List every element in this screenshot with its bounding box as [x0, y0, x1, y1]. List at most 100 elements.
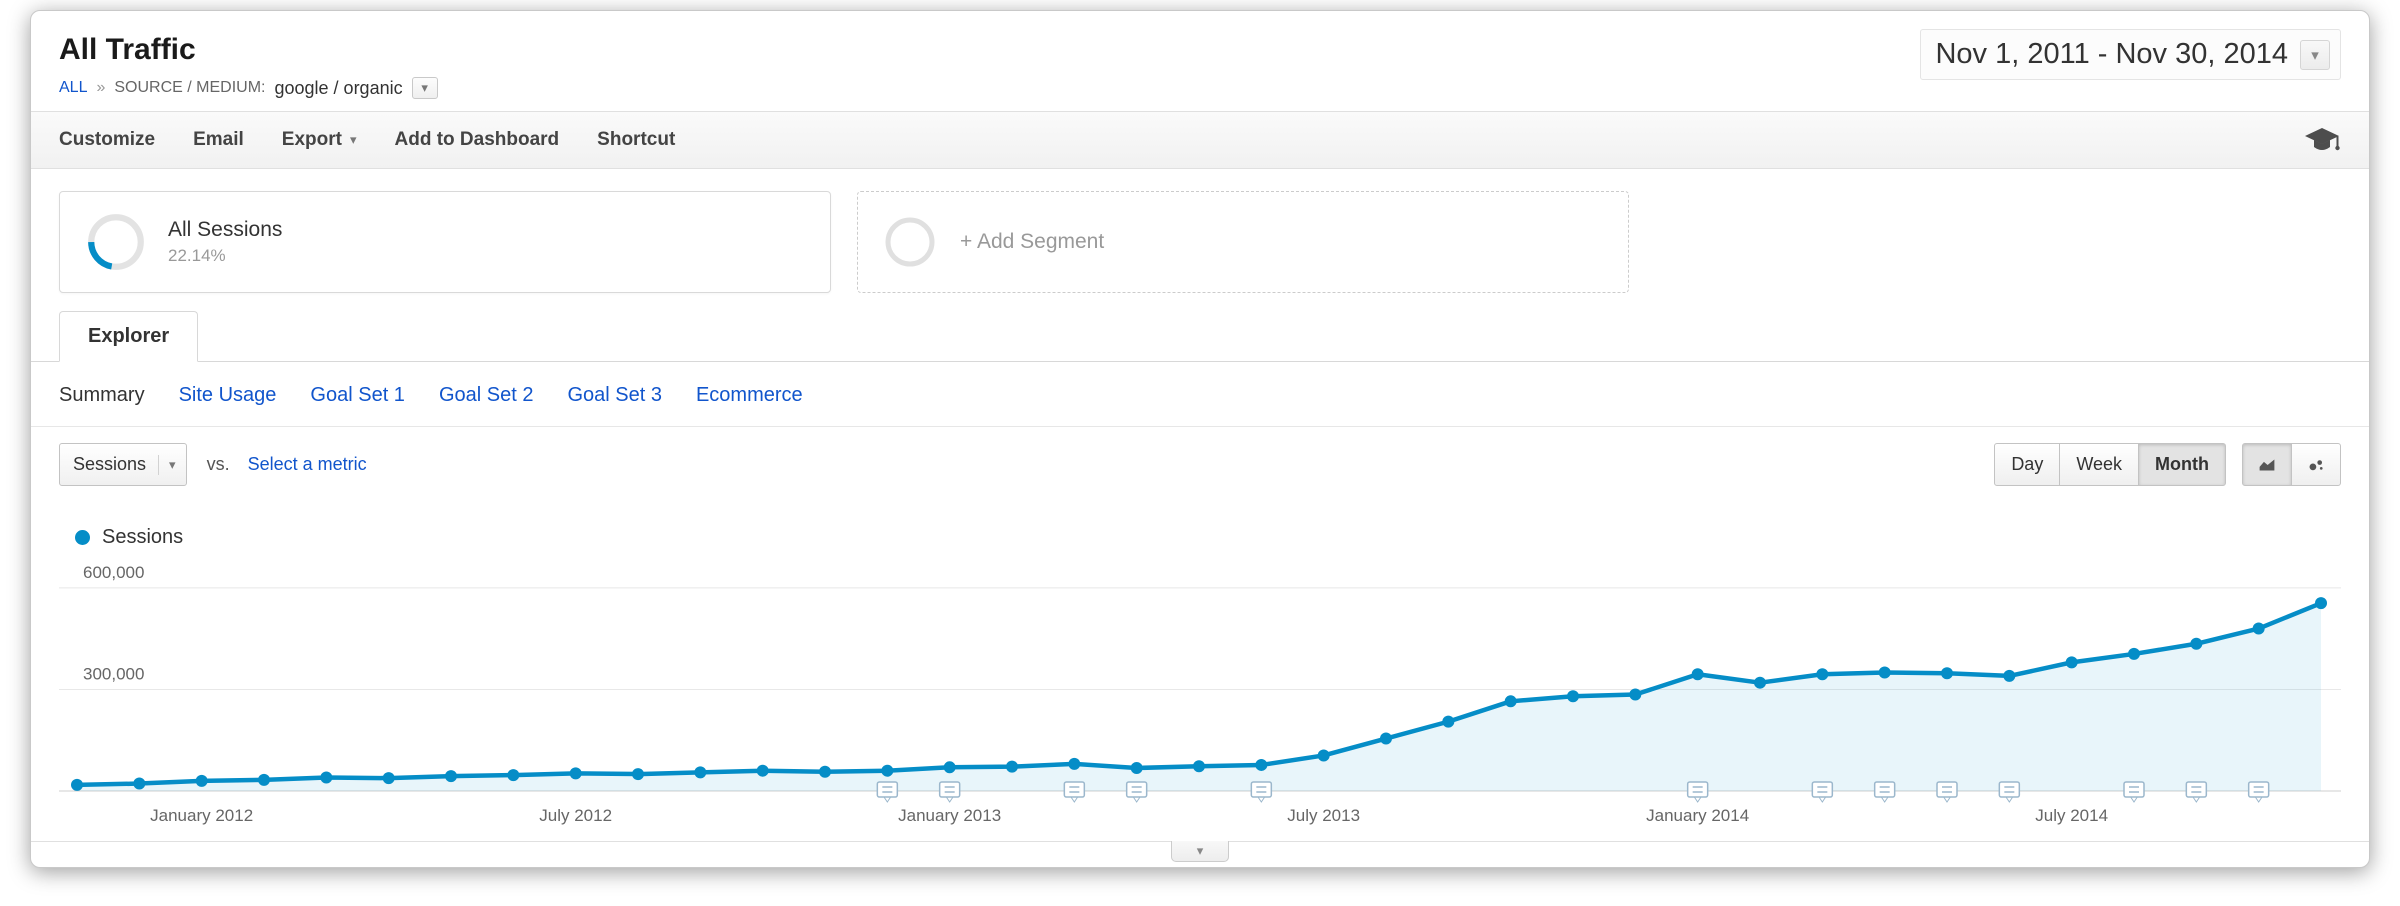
- data-point[interactable]: [1255, 758, 1268, 771]
- page-title: All Traffic: [59, 33, 196, 66]
- data-point[interactable]: [258, 773, 270, 786]
- data-point[interactable]: [943, 761, 956, 774]
- add-segment-button[interactable]: + Add Segment: [857, 191, 1629, 293]
- data-point[interactable]: [1130, 761, 1143, 774]
- granularity-button-group: Day Week Month: [1994, 443, 2226, 486]
- data-point[interactable]: [881, 764, 894, 777]
- breadcrumb-all-link[interactable]: ALL: [59, 79, 88, 96]
- segment-donut-icon: [88, 214, 144, 270]
- data-point[interactable]: [2003, 669, 2016, 682]
- data-point[interactable]: [1504, 695, 1517, 708]
- annotation-marker-icon[interactable]: [1063, 781, 1086, 798]
- data-point[interactable]: [1816, 668, 1829, 681]
- subnav-ecommerce[interactable]: Ecommerce: [695, 384, 803, 406]
- subnav-site-usage[interactable]: Site Usage: [178, 384, 277, 406]
- data-point[interactable]: [1878, 666, 1891, 679]
- all-sessions-segment[interactable]: All Sessions 22.14%: [59, 191, 831, 293]
- granularity-week-button[interactable]: Week: [2059, 443, 2140, 486]
- data-point[interactable]: [1629, 688, 1642, 701]
- caret-down-icon: ▾: [158, 454, 186, 475]
- data-point[interactable]: [1317, 749, 1330, 762]
- select-a-metric-link[interactable]: Select a metric: [247, 454, 367, 474]
- data-point[interactable]: [320, 771, 333, 784]
- report-card: All Traffic ALL » SOURCE / MEDIUM: googl…: [30, 10, 2370, 868]
- tutorial-button[interactable]: [2303, 125, 2341, 155]
- data-point[interactable]: [1754, 676, 1766, 689]
- date-range-caret-icon[interactable]: ▾: [2300, 39, 2330, 70]
- granularity-month-button[interactable]: Month: [2138, 443, 2226, 486]
- customize-button[interactable]: Customize: [59, 129, 156, 150]
- data-point[interactable]: [1941, 667, 1953, 680]
- annotation-marker-icon[interactable]: [2185, 781, 2208, 798]
- subnav-summary[interactable]: Summary: [59, 384, 145, 406]
- annotation-marker-icon[interactable]: [1936, 781, 1958, 798]
- explorer-subnav: Summary Site Usage Goal Set 1 Goal Set 2…: [31, 362, 2369, 426]
- data-point[interactable]: [632, 768, 644, 781]
- data-point[interactable]: [133, 777, 146, 790]
- data-point[interactable]: [71, 778, 83, 791]
- annotation-marker-icon[interactable]: [1125, 781, 1148, 798]
- metric-controls: Sessions ▾ vs. Select a metric: [59, 443, 367, 486]
- annotation-marker-icon[interactable]: [1250, 781, 1273, 798]
- granularity-day-button[interactable]: Day: [1994, 443, 2061, 486]
- subnav-goal-set-3[interactable]: Goal Set 3: [567, 384, 662, 406]
- data-point[interactable]: [445, 770, 457, 783]
- data-point[interactable]: [1567, 690, 1579, 703]
- annotation-marker-icon[interactable]: [1873, 781, 1896, 798]
- data-point[interactable]: [1442, 715, 1455, 728]
- chart-type-button-group: [2242, 443, 2341, 486]
- metric-select-value: Sessions: [73, 454, 147, 474]
- granularity-controls: Day Week Month: [1994, 443, 2341, 486]
- email-button[interactable]: Email: [193, 129, 244, 150]
- caret-down-icon: ▾: [349, 132, 357, 147]
- data-point[interactable]: [195, 774, 208, 787]
- data-point[interactable]: [1380, 732, 1392, 745]
- data-point[interactable]: [507, 769, 520, 782]
- data-point[interactable]: [1006, 760, 1018, 773]
- graduation-cap-icon: [2305, 128, 2340, 151]
- data-point[interactable]: [382, 772, 395, 785]
- data-point[interactable]: [1193, 760, 1205, 773]
- add-segment-label: + Add Segment: [960, 230, 1105, 253]
- annotation-marker-icon[interactable]: [1811, 781, 1834, 798]
- report-header: All Traffic ALL » SOURCE / MEDIUM: googl…: [31, 11, 2369, 99]
- subnav-goal-set-2[interactable]: Goal Set 2: [438, 384, 534, 406]
- line-chart-view-button[interactable]: [2242, 443, 2292, 486]
- annotation-marker-icon[interactable]: [1998, 781, 2021, 798]
- add-to-dashboard-button[interactable]: Add to Dashboard: [394, 129, 560, 150]
- tab-explorer[interactable]: Explorer: [59, 311, 199, 362]
- data-point[interactable]: [2065, 656, 2078, 669]
- breadcrumb: ALL » SOURCE / MEDIUM: google / organic …: [59, 77, 438, 99]
- report-tabs: Explorer: [31, 311, 2369, 362]
- breadcrumb-dimension-label: SOURCE / MEDIUM:: [114, 79, 266, 96]
- data-point[interactable]: [819, 765, 831, 778]
- segment-text: All Sessions 22.14%: [168, 218, 282, 266]
- motion-chart-view-button[interactable]: [2291, 443, 2341, 486]
- annotation-marker-icon[interactable]: [938, 781, 961, 798]
- export-menu-button[interactable]: Export ▾: [282, 129, 357, 151]
- annotation-marker-icon[interactable]: [1686, 781, 1709, 798]
- annotation-marker-icon[interactable]: [876, 781, 899, 798]
- data-point[interactable]: [1068, 757, 1081, 770]
- annotation-marker-icon[interactable]: [2247, 781, 2270, 798]
- data-point[interactable]: [569, 767, 582, 780]
- subnav-goal-set-1[interactable]: Goal Set 1: [310, 384, 405, 406]
- data-point[interactable]: [2128, 647, 2140, 660]
- data-point[interactable]: [756, 764, 769, 777]
- sessions-line-chart[interactable]: 300,000 600,000 January 2012 July 2012 Janua…: [59, 555, 2341, 837]
- annotation-marker-icon[interactable]: [2123, 781, 2145, 798]
- breadcrumb-dropdown-button[interactable]: ▾: [411, 77, 438, 99]
- shortcut-button[interactable]: Shortcut: [597, 129, 676, 150]
- data-point[interactable]: [2190, 637, 2203, 650]
- segments-row: All Sessions 22.14% + Add Segment: [31, 169, 2369, 297]
- date-range-selector[interactable]: Nov 1, 2011 - Nov 30, 2014 ▾: [1920, 29, 2341, 80]
- data-point[interactable]: [2315, 597, 2327, 610]
- data-point[interactable]: [694, 766, 707, 779]
- tab-explorer-label: Explorer: [88, 325, 170, 347]
- caret-down-icon: ▾: [421, 80, 428, 95]
- annotations-toggle-button[interactable]: ▾: [1171, 841, 1229, 862]
- data-point[interactable]: [2252, 622, 2265, 635]
- data-point[interactable]: [1691, 668, 1704, 681]
- breadcrumb-separator: »: [96, 79, 106, 96]
- metric-select-dropdown[interactable]: Sessions ▾: [59, 443, 187, 486]
